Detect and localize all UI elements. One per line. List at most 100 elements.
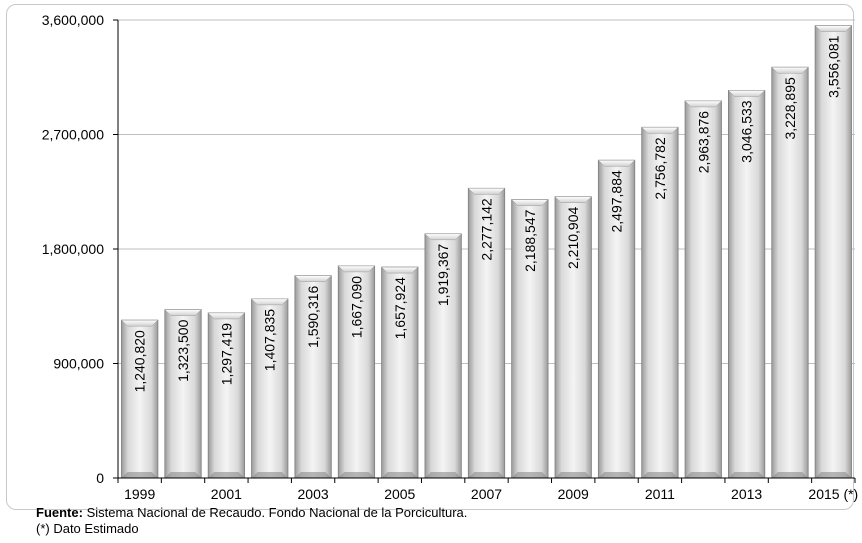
- bar-bevel-bottom: [771, 472, 809, 478]
- data-label: 1,407,835: [262, 309, 278, 371]
- bar-bevel-top: [120, 319, 159, 327]
- bar-body: [337, 265, 376, 479]
- bar-bevel-bottom: [468, 472, 505, 478]
- x-tick-label: 2013: [731, 486, 762, 502]
- bar: [597, 159, 636, 479]
- bar-chart: 0 900,000 1,800,000 2,700,000 3,600,000 1999…: [42, 12, 859, 502]
- bar-body: [728, 90, 766, 479]
- bar-bevel-bottom: [294, 472, 332, 478]
- bar-bevel-top: [207, 312, 246, 320]
- bars: [120, 25, 853, 479]
- estimate-note: (*) Dato Estimado: [36, 521, 139, 536]
- bar: [120, 319, 159, 479]
- bar: [511, 199, 549, 479]
- bar-bevel-bottom: [554, 472, 592, 478]
- y-tick-label: 1,800,000: [42, 241, 104, 257]
- data-label: 2,497,884: [609, 170, 625, 232]
- data-label: 1,323,500: [175, 319, 191, 381]
- bar-body: [511, 199, 549, 479]
- bar-bevel-top: [814, 25, 853, 32]
- bar-bevel-bottom: [381, 472, 419, 478]
- bar: [641, 126, 679, 479]
- data-label: 2,277,142: [479, 198, 495, 260]
- y-tick-label: 2,700,000: [42, 127, 104, 143]
- bar-bevel-top: [164, 309, 202, 316]
- bar: [467, 187, 506, 479]
- bar-bevel-top: [250, 298, 289, 306]
- x-tick-label: 2001: [211, 486, 242, 502]
- bar-body: [294, 275, 332, 479]
- source-text: Sistema Nacional de Recaudo. Fondo Nacio…: [82, 505, 468, 520]
- bar-bevel-bottom: [121, 472, 158, 478]
- bar-body: [121, 319, 159, 479]
- y-tick-label: 900,000: [53, 356, 104, 372]
- x-tick-label: 2011: [645, 486, 675, 502]
- data-label: 1,297,419: [218, 323, 234, 385]
- x-tick-label: 1999: [124, 486, 155, 502]
- data-label: 1,667,090: [348, 276, 364, 338]
- y-axis-tick-labels: 0 900,000 1,800,000 2,700,000 3,600,000: [42, 12, 105, 486]
- chart-footer: Fuente: Sistema Nacional de Recaudo. Fon…: [36, 505, 467, 537]
- bar-bevel-bottom: [815, 472, 852, 478]
- source-line: Fuente: Sistema Nacional de Recaudo. Fon…: [36, 505, 467, 521]
- data-label: 3,046,533: [739, 100, 755, 162]
- bar-bevel-top: [771, 66, 809, 74]
- bar-bevel-bottom: [338, 472, 375, 478]
- bar: [684, 100, 723, 479]
- bar: [250, 298, 289, 479]
- bar: [554, 196, 593, 479]
- bar-bevel-top: [511, 199, 549, 206]
- bar-bevel-top: [597, 159, 636, 167]
- bar-bevel-top: [727, 90, 766, 97]
- data-label: 2,756,782: [652, 137, 668, 199]
- x-tick-label: 2007: [471, 486, 502, 502]
- bar-body: [207, 312, 245, 479]
- bar-bevel-bottom: [164, 472, 202, 478]
- bar: [164, 309, 202, 479]
- data-label: 1,919,367: [435, 244, 451, 306]
- y-tick-label: 3,600,000: [42, 12, 104, 28]
- bar: [207, 312, 246, 479]
- bar-bevel-top: [294, 275, 332, 282]
- y-tick-label: 0: [96, 470, 104, 486]
- bar: [424, 233, 462, 479]
- x-tick-label: 2009: [558, 486, 589, 502]
- data-label: 1,590,316: [305, 285, 321, 347]
- bar-bevel-top: [467, 188, 506, 195]
- bar-bevel-bottom: [251, 472, 288, 478]
- x-tick-label: 2005: [384, 486, 415, 502]
- bar-bevel-bottom: [685, 472, 722, 478]
- bar-bevel-bottom: [511, 472, 549, 478]
- data-label: 2,188,547: [522, 209, 538, 271]
- axes: [117, 20, 856, 483]
- bar-body: [814, 25, 852, 479]
- bar-bevel-bottom: [641, 472, 679, 478]
- data-label: 2,963,876: [695, 111, 711, 173]
- bar-body: [554, 196, 592, 479]
- bar: [337, 265, 376, 479]
- bar: [727, 90, 766, 479]
- x-tick-label: 2015 (*): [808, 486, 858, 502]
- bar: [771, 66, 809, 479]
- data-label: 1,240,820: [132, 330, 148, 392]
- bar-bevel-bottom: [424, 472, 462, 478]
- chart-frame: [6, 4, 854, 510]
- bar-bevel-top: [337, 265, 376, 273]
- bar-body: [771, 66, 809, 479]
- x-axis-tick-labels: 1999 2001 2003 2005 2007 2009 2011 2013 2015 (*): [124, 486, 858, 502]
- bar-body: [641, 126, 679, 479]
- bar-body: [381, 266, 419, 479]
- bar-body: [251, 298, 289, 479]
- x-tick-label: 2003: [298, 486, 329, 502]
- data-label: 3,228,895: [782, 77, 798, 139]
- bar-body: [684, 100, 722, 479]
- bar-bevel-top: [424, 233, 462, 241]
- bar-bevel-bottom: [208, 472, 245, 478]
- bar: [294, 275, 332, 479]
- bar-bevel-top: [380, 266, 419, 274]
- bar: [814, 25, 853, 479]
- data-label: 3,556,081: [825, 35, 841, 97]
- bar-bevel-top: [641, 127, 679, 134]
- data-label: 2,210,904: [565, 207, 581, 269]
- data-labels: 1,240,820 1,323,500 1,297,419 1,407,835 1,59…: [132, 35, 842, 392]
